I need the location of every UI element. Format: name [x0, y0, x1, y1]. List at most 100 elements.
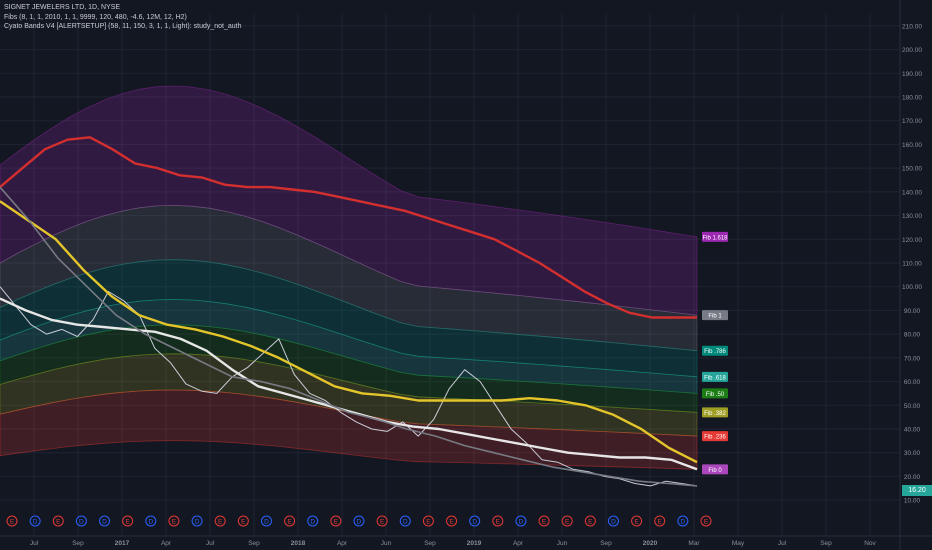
- marker-label: E: [565, 518, 570, 525]
- marker-label: D: [148, 518, 153, 525]
- earnings-marker: [330, 515, 342, 527]
- dividend-marker: [607, 515, 619, 527]
- fib-band: [0, 299, 698, 394]
- red-ma-line: [0, 136, 697, 319]
- y-tick-label: 150.00: [902, 166, 922, 173]
- dividend-marker: [99, 515, 111, 527]
- fib-tag-label: Fib .618: [704, 375, 726, 381]
- dividend-marker: [29, 515, 41, 527]
- marker-label: D: [33, 518, 38, 525]
- marker-label: E: [334, 518, 339, 525]
- x-tick-label: Sep: [820, 540, 832, 547]
- marker-label: D: [102, 518, 107, 525]
- dividend-marker: [307, 515, 319, 527]
- earnings-marker: [52, 515, 64, 527]
- fib-tag-bg: [702, 388, 728, 399]
- marker-label: D: [79, 518, 84, 525]
- marker-label: E: [496, 518, 501, 525]
- series-lines: [0, 136, 698, 487]
- earnings-marker: [6, 515, 18, 527]
- fib-labels: Fib 1.618 Fib 1 Fib .786 Fib .618 Fib .50 Fib…: [702, 231, 728, 475]
- marker-label: E: [56, 518, 61, 525]
- cyato-indicator-label[interactable]: Cyato Bands V4 [ALERTSETUP] (58, 11, 150…: [4, 23, 242, 30]
- earnings-marker: [584, 515, 596, 527]
- earnings-marker: [654, 515, 666, 527]
- fib-tag-label: Fib .50: [706, 392, 725, 398]
- dividend-marker: [75, 515, 87, 527]
- x-tick-label: 2017: [115, 540, 130, 547]
- fibs-indicator-label[interactable]: Fibs (8, 1, 1, 2010, 1, 1, 9999, 120, 48…: [4, 13, 187, 21]
- marker-label: D: [195, 518, 200, 525]
- fib-band: [0, 259, 698, 378]
- marker-label: E: [449, 518, 454, 525]
- x-tick-label: Jun: [381, 540, 392, 547]
- x-tick-label: Sep: [248, 540, 260, 547]
- x-tick-label: Apr: [513, 540, 524, 547]
- y-tick-label: 120.00: [902, 237, 922, 244]
- y-tick-label: 40.00: [904, 427, 921, 434]
- y-tick-label: 60.00: [904, 379, 921, 386]
- dividend-marker: [353, 515, 365, 527]
- marker-label: E: [172, 518, 177, 525]
- x-tick-label: Jun: [557, 540, 568, 547]
- x-tick-label: Sep: [600, 540, 612, 547]
- y-tick-label: 160.00: [902, 142, 922, 149]
- marker-label: D: [310, 518, 315, 525]
- symbol-title[interactable]: SIGNET JEWELERS LTD, 1D, NYSE: [4, 4, 121, 11]
- fib-tag-label: Fib .382: [704, 411, 726, 417]
- y-tick-label: 210.00: [902, 23, 922, 30]
- x-tick-label: Mar: [688, 540, 700, 547]
- earnings-marker: [700, 515, 712, 527]
- time-axis[interactable]: Jul Sep 2017 Apr Jul Sep 2018 Apr Jun Sep 2019 Apr J…: [30, 540, 877, 547]
- price-axis[interactable]: 210.00 200.00 190.00 180.00 170.00 160.00 150.…: [902, 23, 922, 504]
- x-tick-label: Apr: [161, 540, 172, 547]
- x-tick-label: 2020: [643, 540, 658, 547]
- fib-tag-label: Fib 0: [708, 468, 722, 474]
- x-tick-label: Jul: [778, 540, 787, 547]
- y-tick-label: 190.00: [902, 71, 922, 78]
- dividend-marker: [191, 515, 203, 527]
- fib-tag-label: Fib 1: [708, 314, 722, 320]
- marker-label: E: [426, 518, 431, 525]
- y-tick-label: 90.00: [904, 308, 921, 315]
- fib-tag-bg: [702, 345, 728, 356]
- yellow-ma-line: [0, 200, 698, 464]
- earnings-marker: [631, 515, 643, 527]
- marker-label: E: [542, 518, 547, 525]
- gray-ma-line: [0, 186, 698, 487]
- x-tick-label: Sep: [72, 540, 84, 547]
- y-tick-label: 110.00: [902, 261, 922, 268]
- dividend-marker: [469, 515, 481, 527]
- y-tick-label: 170.00: [902, 118, 922, 125]
- marker-label: D: [403, 518, 408, 525]
- marker-label: D: [519, 518, 524, 525]
- earnings-marker: [237, 515, 249, 527]
- dividend-marker: [260, 515, 272, 527]
- x-tick-label: May: [732, 540, 745, 547]
- earnings-marker: [446, 515, 458, 527]
- dividend-marker: [145, 515, 157, 527]
- cyato-bands: [0, 85, 698, 470]
- fib-tag-bg: [702, 310, 728, 321]
- marker-label: E: [218, 518, 223, 525]
- dividend-marker: [677, 515, 689, 527]
- price-line: [0, 286, 698, 487]
- x-tick-label: Jul: [30, 540, 39, 547]
- y-tick-label: 130.00: [902, 213, 922, 220]
- marker-label: E: [241, 518, 246, 525]
- marker-label: E: [125, 518, 130, 525]
- y-tick-label: 30.00: [904, 450, 921, 457]
- fib-tag-bg: [702, 407, 728, 418]
- fib-tag-label: Fib .786: [704, 349, 726, 355]
- marker-label: D: [472, 518, 477, 525]
- earnings-marker: [422, 515, 434, 527]
- marker-label: D: [357, 518, 362, 525]
- y-tick-label: 10.00: [904, 498, 921, 505]
- marker-label: E: [287, 518, 292, 525]
- x-tick-label: Nov: [864, 540, 876, 547]
- fib-tag-bg: [702, 371, 728, 382]
